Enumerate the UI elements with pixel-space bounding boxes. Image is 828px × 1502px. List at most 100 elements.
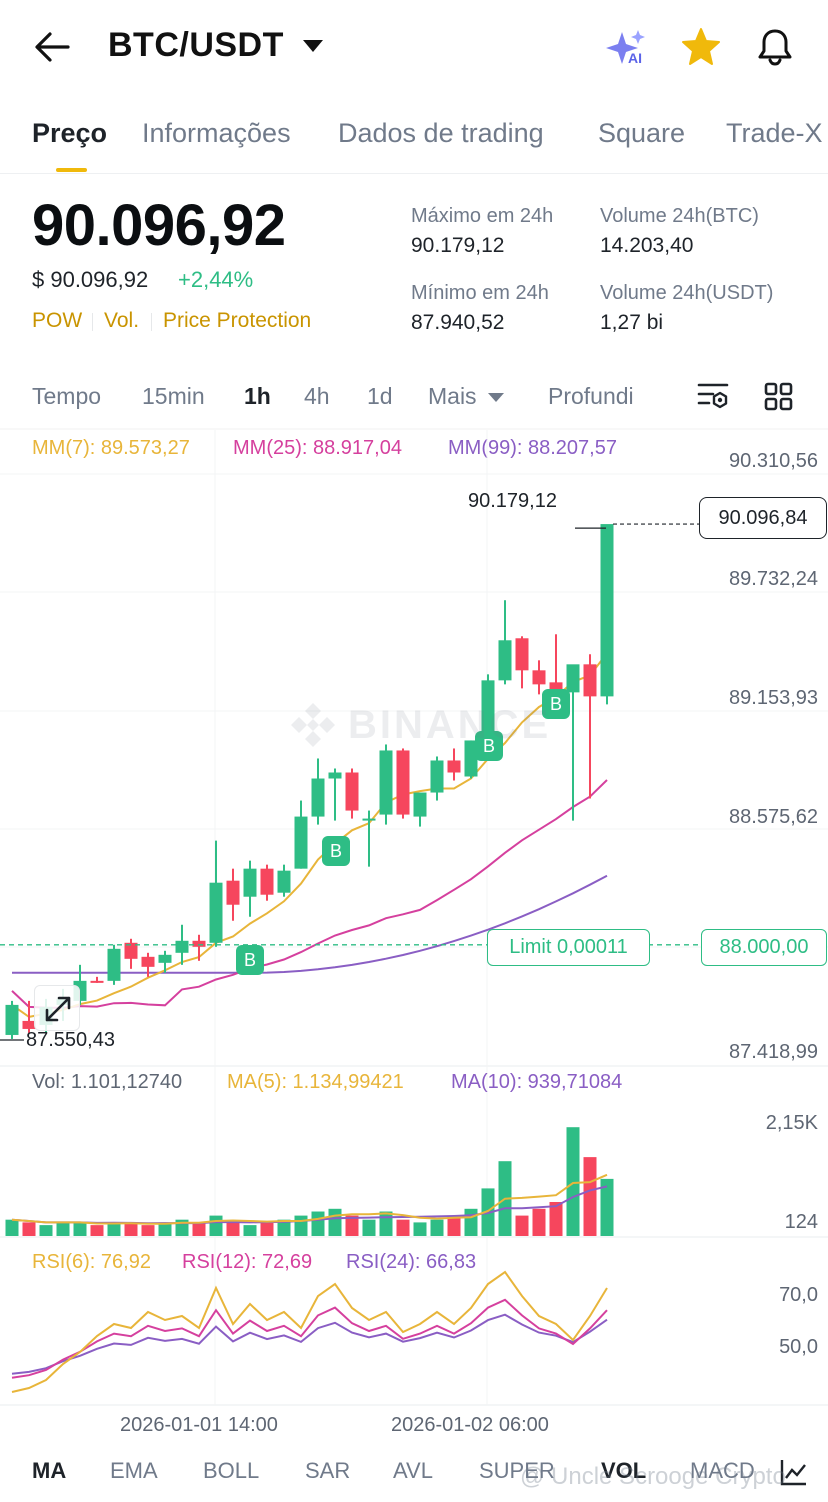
y-label-4: 88.575,62 — [729, 806, 818, 828]
volume-bar — [413, 1222, 427, 1236]
buy-marker-label: B — [482, 735, 495, 756]
volume-ma10-legend: MA(10): 939,71084 — [451, 1071, 623, 1093]
indicator-vol[interactable]: VOL — [601, 1458, 647, 1483]
low-24h-value: 87.940,52 — [411, 311, 505, 334]
ma25-legend: MM(25): 88.917,04 — [233, 437, 402, 459]
volume-bar — [192, 1222, 206, 1236]
indicator-settings-button[interactable] — [696, 380, 732, 414]
candle-body — [226, 880, 240, 905]
indicator-sar[interactable]: SAR — [305, 1458, 351, 1483]
indicator-ma[interactable]: MA — [32, 1458, 67, 1483]
timeframe-mais[interactable]: Mais — [428, 383, 477, 409]
indicator-settings-icon[interactable] — [778, 1456, 810, 1488]
buy-marker: B — [475, 731, 503, 761]
volume-bar — [39, 1225, 53, 1236]
y-label-2: 89.732,24 — [729, 568, 818, 590]
x-label-2: 2026-01-02 06:00 — [391, 1414, 549, 1436]
candle-body — [175, 940, 189, 953]
volume-bar — [464, 1208, 478, 1236]
limit-order-price: 88.000,00 — [719, 936, 809, 958]
buy-marker: B — [542, 689, 570, 719]
buy-marker: B — [322, 836, 350, 866]
tab-square[interactable]: Square — [598, 118, 686, 148]
tab-informacoes[interactable]: Informações — [142, 118, 291, 148]
timeframe-1d[interactable]: 1d — [367, 383, 393, 409]
candle-body — [192, 940, 206, 947]
candle-body — [90, 980, 104, 983]
volume-y-min: 124 — [784, 1211, 818, 1233]
indicator-ema[interactable]: EMA — [110, 1458, 158, 1483]
volume-y-max: 2,15K — [765, 1112, 818, 1134]
tag-vol[interactable]: Vol. — [104, 309, 140, 332]
tag-price-protection[interactable]: Price Protection — [163, 309, 312, 332]
timeframe-4h[interactable]: 4h — [304, 383, 330, 409]
candle-body — [379, 750, 393, 815]
chart-settings-icon — [697, 383, 729, 409]
volume-bar — [311, 1211, 325, 1236]
bell-icon — [758, 29, 792, 66]
candle-body — [141, 956, 155, 967]
volume-bar — [90, 1225, 104, 1236]
low-24h-label: Mínimo em 24h — [411, 282, 549, 304]
current-price-tag[interactable]: 90.096,84 — [699, 497, 827, 539]
binance-watermark: BINANCE — [288, 700, 551, 750]
fullscreen-button[interactable] — [34, 985, 80, 1031]
volume-bar — [141, 1225, 155, 1236]
expand-icon — [45, 996, 71, 1022]
x-label-1: 2026-01-01 14:00 — [120, 1414, 278, 1436]
volume-bar — [73, 1222, 87, 1236]
volume-bar — [345, 1215, 359, 1236]
volume-bar — [379, 1211, 393, 1236]
timeframe-profundidade[interactable]: Profundi — [548, 383, 634, 409]
tab-preco[interactable]: Preço — [32, 118, 108, 148]
ai-badge: AI — [628, 50, 642, 66]
candle-body — [447, 760, 461, 773]
back-button[interactable] — [30, 28, 74, 66]
indicator-avl[interactable]: AVL — [393, 1458, 433, 1483]
buy-marker-label: B — [329, 840, 342, 861]
indicator-chart-icon — [780, 1460, 806, 1486]
limit-order-price-tag[interactable]: 88.000,00 — [701, 929, 827, 966]
volume-bar — [566, 1127, 580, 1236]
volume-bar — [515, 1215, 529, 1236]
candle-body — [294, 816, 308, 869]
star-icon — [682, 28, 720, 65]
footer-watermark: @ Uncle Scrooge Crypto — [520, 1463, 786, 1490]
limit-order-tag[interactable]: Limit 0,00011 — [487, 929, 650, 966]
active-tab-indicator — [56, 168, 87, 172]
tabs-divider — [0, 173, 828, 174]
timeframe-15min[interactable]: 15min — [142, 383, 205, 409]
candle-body — [362, 818, 376, 821]
last-price: 90.096,92 — [32, 193, 286, 258]
volume-btc-label: Volume 24h(BTC) — [600, 205, 759, 227]
timeframe-1h[interactable]: 1h — [244, 383, 271, 409]
favorite-button[interactable] — [680, 26, 722, 68]
tag-pow[interactable]: POW — [32, 309, 83, 332]
mais-dropdown-icon[interactable] — [488, 393, 504, 402]
indicator-macd[interactable]: MACD — [690, 1458, 755, 1483]
timeframe-tempo[interactable]: Tempo — [32, 383, 102, 409]
candle-body — [328, 772, 342, 779]
volume-ma5-line — [11, 1173, 608, 1225]
rsi6-line — [11, 1270, 608, 1393]
pair-dropdown-icon[interactable] — [303, 40, 323, 52]
volume-bar — [107, 1222, 121, 1236]
volume-bar — [209, 1215, 223, 1236]
volume-bar — [277, 1219, 291, 1236]
tab-dados-de-trading[interactable]: Dados de trading — [338, 118, 544, 148]
pair-title[interactable]: BTC/USDT — [108, 26, 284, 64]
volume-bar — [124, 1223, 138, 1236]
volume-bar — [583, 1157, 597, 1236]
high-marker: 90.179,12 — [468, 490, 557, 512]
alert-button[interactable] — [754, 26, 796, 68]
indicator-super[interactable]: SUPER — [479, 1458, 555, 1483]
candle-body — [583, 664, 597, 697]
candle-body — [498, 640, 512, 681]
layout-grid-button[interactable] — [762, 380, 796, 414]
candle-body — [311, 778, 325, 817]
indicator-boll[interactable]: BOLL — [203, 1458, 260, 1483]
y-label-1: 90.310,56 — [729, 450, 818, 472]
ai-assistant-button[interactable]: AI — [604, 28, 648, 68]
rsi12-legend: RSI(12): 72,69 — [182, 1251, 313, 1273]
tab-trade-x[interactable]: Trade-X — [726, 118, 823, 148]
